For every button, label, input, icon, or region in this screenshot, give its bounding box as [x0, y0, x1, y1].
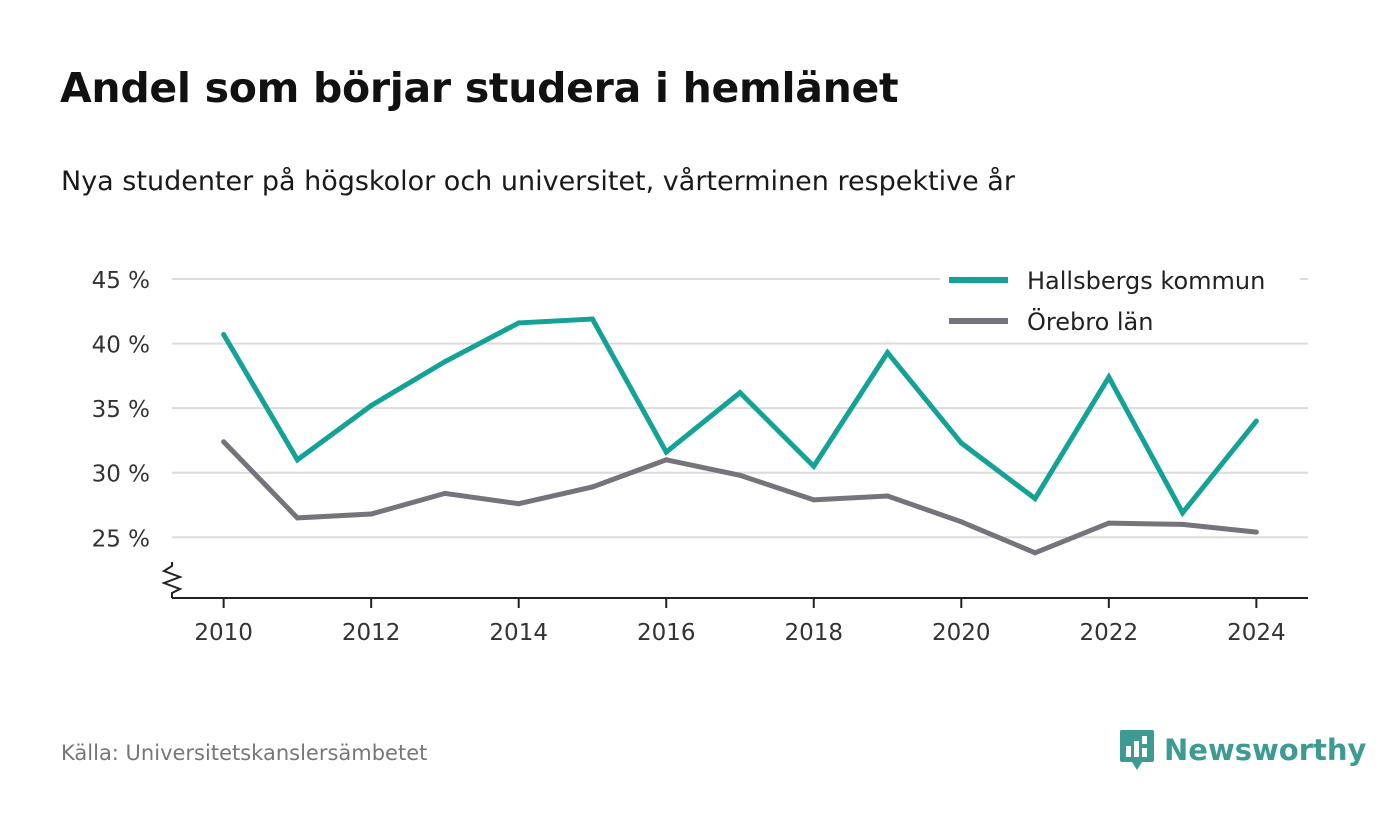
data-point	[368, 511, 374, 517]
legend-label: Örebro län	[1027, 307, 1153, 336]
data-point	[442, 359, 448, 365]
data-point	[1032, 550, 1038, 556]
series-line-1	[221, 316, 1259, 518]
y-tick-label: 45 %	[92, 268, 150, 294]
data-point	[1032, 496, 1038, 502]
brand-logo[interactable]: Newsworthy	[1118, 728, 1366, 772]
chart-subtitle: Nya studenter på högskolor och universit…	[61, 166, 1015, 197]
x-tick-label: 2012	[342, 620, 401, 646]
legend-label: Hallsbergs kommun	[1027, 267, 1265, 295]
data-point	[221, 439, 227, 445]
series-line-2	[221, 439, 1257, 556]
x-tick-label: 2024	[1227, 620, 1286, 646]
x-tick-label: 2010	[194, 620, 253, 646]
data-point	[811, 497, 817, 503]
data-point	[811, 463, 817, 469]
source-note: Källa: Universitetskanslersämbetet	[61, 741, 428, 765]
data-point	[1253, 529, 1259, 535]
x-tick-label: 2020	[932, 620, 991, 646]
x-tick-label: 2014	[489, 620, 548, 646]
data-point	[958, 440, 964, 446]
x-tick-label: 2018	[784, 620, 843, 646]
data-point	[1106, 520, 1112, 526]
data-point	[885, 350, 891, 356]
y-tick-label: 40 %	[92, 333, 150, 359]
data-point	[516, 501, 522, 507]
data-point	[589, 484, 595, 490]
y-tick-label: 35 %	[92, 397, 150, 423]
chart-title: Andel som börjar studera i hemlänet	[60, 64, 899, 112]
data-point	[885, 493, 891, 499]
legend-background	[940, 262, 1300, 342]
data-point	[1106, 374, 1112, 380]
x-tick-label: 2022	[1080, 620, 1139, 646]
data-point	[663, 449, 669, 455]
data-point	[737, 390, 743, 396]
data-point	[589, 316, 595, 322]
brand-name: Newsworthy	[1164, 733, 1367, 767]
data-point	[516, 320, 522, 326]
data-point	[294, 515, 300, 521]
y-axis-break	[161, 562, 183, 598]
data-point	[221, 332, 227, 338]
data-point	[958, 519, 964, 525]
data-point	[442, 490, 448, 496]
x-tick-label: 2016	[637, 620, 696, 646]
y-tick-label: 30 %	[92, 462, 150, 488]
data-point	[663, 457, 669, 463]
newsworthy-logo-icon	[1120, 730, 1154, 770]
data-point	[737, 472, 743, 478]
data-point	[294, 457, 300, 463]
y-tick-label: 25 %	[92, 526, 150, 552]
data-point	[368, 403, 374, 409]
data-point	[1180, 510, 1186, 516]
data-point	[1180, 521, 1186, 527]
data-point	[1253, 418, 1259, 424]
